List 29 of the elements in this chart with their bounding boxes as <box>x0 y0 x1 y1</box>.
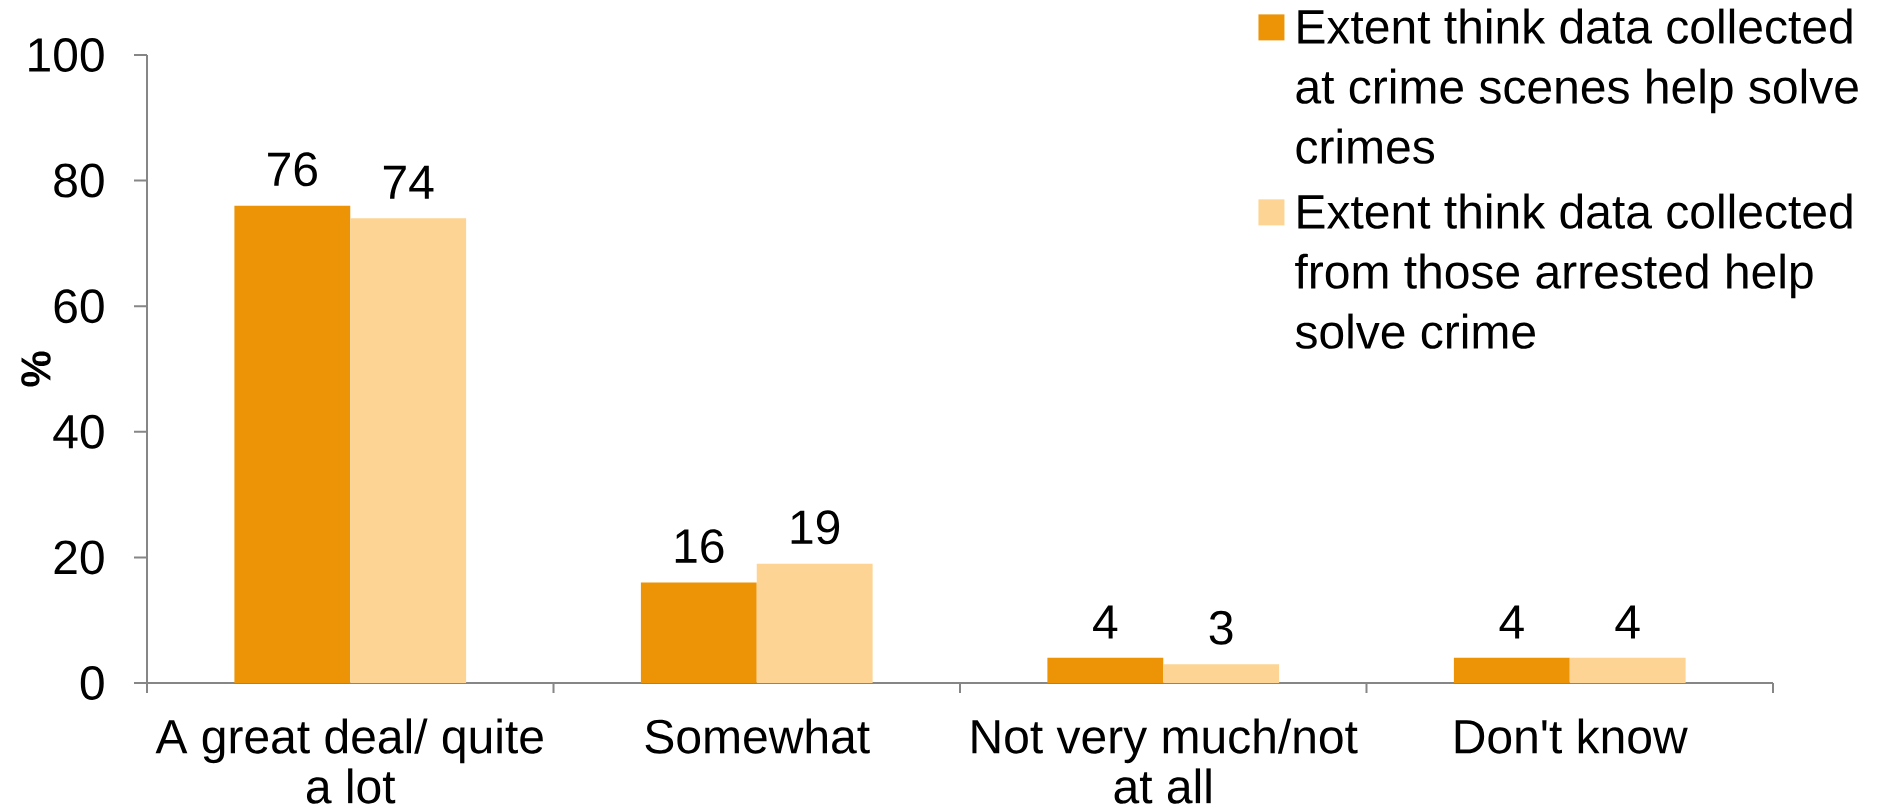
data-label: 19 <box>791 510 840 545</box>
data-label: 16 <box>675 529 724 564</box>
y-tick-label: 60 <box>54 289 104 324</box>
bar <box>1569 657 1686 683</box>
y-tick-label: 0 <box>80 666 104 700</box>
bar <box>350 218 467 683</box>
bar <box>234 205 351 683</box>
legend-label: Extent think data collected from those arrested help solve crime <box>1295 193 1852 349</box>
x-tick-label: Somewhat <box>645 718 870 754</box>
y-tick-label: 100 <box>29 38 104 72</box>
bar <box>1047 657 1164 683</box>
x-tick-label: Not very much/not at all <box>972 718 1358 804</box>
legend-label: Extent think data collected at crime scenes help solve crimes <box>1296 8 1858 164</box>
y-axis-title: % <box>21 351 51 387</box>
bar <box>756 563 873 683</box>
y-tick-label: 80 <box>54 163 104 198</box>
x-tick-label: Don't know <box>1455 718 1688 754</box>
y-tick-label: 20 <box>54 540 104 575</box>
y-tick-label: 40 <box>53 414 104 449</box>
data-label: 3 <box>1209 610 1233 645</box>
data-label: 4 <box>1093 605 1118 639</box>
data-label: 4 <box>1499 605 1524 639</box>
bar <box>640 582 757 683</box>
data-label: 74 <box>383 165 434 199</box>
x-tick-label: A great deal/ quite a lot <box>155 718 543 804</box>
bar <box>1163 664 1280 683</box>
bar <box>1453 657 1570 683</box>
data-label: 76 <box>268 152 317 187</box>
data-label: 4 <box>1615 605 1640 639</box>
